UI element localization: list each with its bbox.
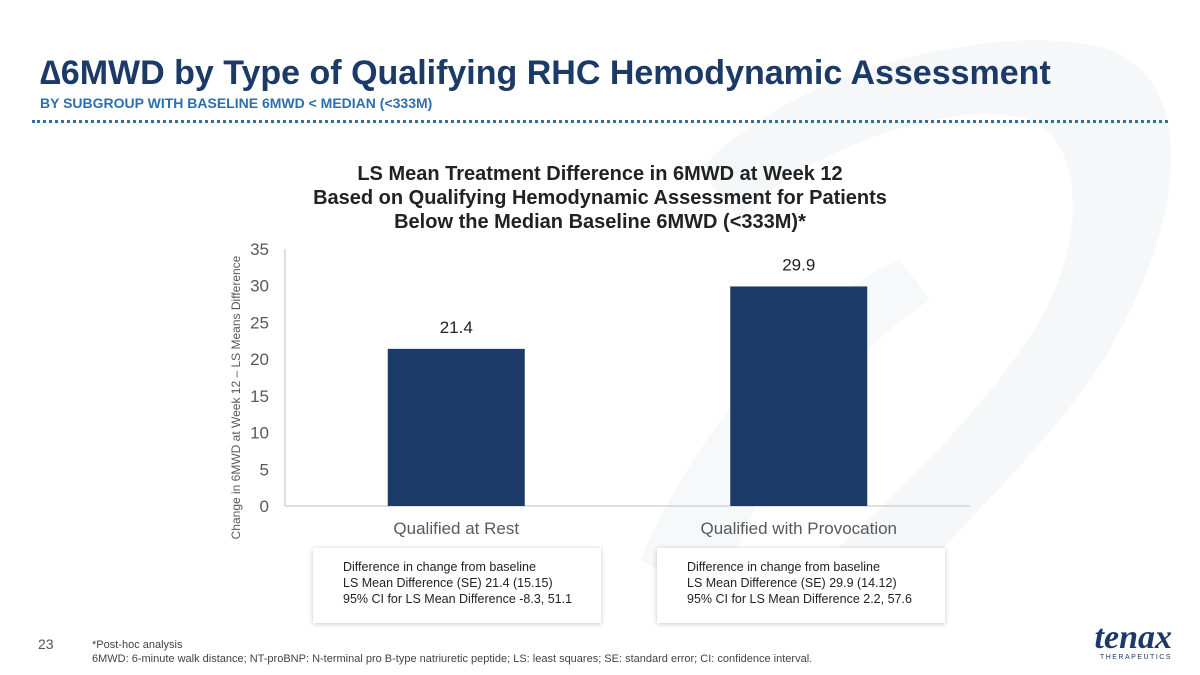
ci-prov-line-2: LS Mean Difference (SE) 29.9 (14.12)	[687, 576, 897, 590]
bar	[387, 348, 525, 506]
ci-rest-line-1: Difference in change from baseline	[343, 560, 536, 574]
footnote-2: 6MWD: 6-minute walk distance; NT-proBNP:…	[92, 653, 813, 665]
y-tick-label: 15	[250, 387, 269, 406]
chart-title-line-2: Based on Qualifying Hemodynamic Assessme…	[313, 187, 887, 209]
logo-tagline: THERAPEUTICS	[1099, 654, 1172, 661]
y-tick-label: 10	[250, 424, 269, 443]
y-tick-label: 20	[250, 350, 269, 369]
footnote-1: *Post-hoc analysis	[92, 639, 183, 651]
slide-subtitle: BY SUBGROUP WITH BASELINE 6MWD < MEDIAN …	[40, 95, 433, 111]
y-tick-label: 30	[250, 277, 269, 296]
chart-title-line-3: Below the Median Baseline 6MWD (<333M)*	[394, 211, 806, 233]
ci-prov-line-1: Difference in change from baseline	[687, 560, 880, 574]
logo-wordmark: tenax	[1094, 619, 1172, 656]
y-tick-label: 25	[250, 313, 269, 332]
tenax-logo: tenax THERAPEUTICS	[1072, 619, 1172, 662]
slide-title: ∆6MWD by Type of Qualifying RHC Hemodyna…	[40, 54, 1051, 92]
x-tick-label: Qualified at Rest	[393, 519, 519, 538]
ci-box-rest: Difference in change from baseline LS Me…	[313, 548, 601, 623]
title-divider	[32, 120, 1168, 123]
footnotes: *Post-hoc analysis 6MWD: 6-minute walk d…	[92, 638, 812, 666]
chart-title: LS Mean Treatment Difference in 6MWD at …	[250, 162, 950, 234]
ci-box-provocation: Difference in change from baseline LS Me…	[657, 548, 945, 623]
ci-rest-line-3: 95% CI for LS Mean Difference -8.3, 51.1	[343, 592, 573, 606]
x-tick-label: Qualified with Provocation	[700, 519, 897, 538]
bar	[730, 286, 868, 506]
y-tick-label: 35	[250, 240, 269, 259]
page-number: 23	[38, 636, 54, 652]
y-axis-title: Change in 6MWD at Week 12 – LS Means Dif…	[229, 255, 243, 539]
ci-rest-line-2: LS Mean Difference (SE) 21.4 (15.15)	[343, 576, 553, 590]
y-tick-label: 5	[260, 460, 269, 479]
ci-prov-line-3: 95% CI for LS Mean Difference 2.2, 57.6	[687, 592, 912, 606]
y-tick-label: 0	[260, 497, 269, 516]
data-label: 21.4	[440, 318, 473, 337]
data-label: 29.9	[782, 255, 815, 274]
chart-title-line-1: LS Mean Treatment Difference in 6MWD at …	[357, 163, 843, 185]
